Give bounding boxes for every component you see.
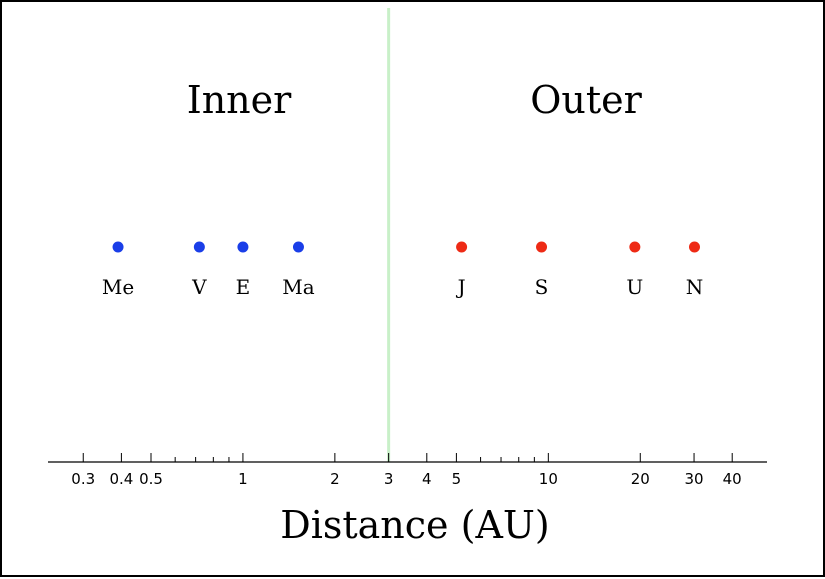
outer-group-label: Outer <box>530 78 642 122</box>
planet-label-ma: Ma <box>282 275 314 299</box>
x-axis-title: Distance (AU) <box>280 503 550 547</box>
planet-label-me: Me <box>102 275 134 299</box>
x-tick-label: 0.4 <box>109 470 133 488</box>
x-tick-label: 1 <box>238 470 248 488</box>
x-tick-label: 0.3 <box>71 470 95 488</box>
planet-label-j: J <box>456 275 466 299</box>
planet-point-n <box>688 241 700 253</box>
x-tick-label: 20 <box>631 470 650 488</box>
planet-label-n: N <box>686 275 704 299</box>
planet-label-e: E <box>236 275 251 299</box>
planet-point-e <box>237 241 249 253</box>
x-tick-label: 2 <box>330 470 340 488</box>
planet-point-v <box>193 241 205 253</box>
planet-point-me <box>112 241 124 253</box>
x-tick-label: 3 <box>384 470 394 488</box>
x-tick-label: 0.5 <box>139 470 163 488</box>
x-tick-label: 10 <box>539 470 558 488</box>
planet-point-u <box>629 241 641 253</box>
planet-label-u: U <box>626 275 643 299</box>
planet-point-ma <box>292 241 304 253</box>
planet-points: Me V E Ma J S U N <box>102 241 704 299</box>
inner-group-label: Inner <box>187 78 292 122</box>
planet-point-j <box>456 241 468 253</box>
planet-label-v: V <box>191 275 207 299</box>
x-tick-label: 5 <box>452 470 462 488</box>
planet-label-s: S <box>535 275 549 299</box>
x-tick-label: 40 <box>723 470 742 488</box>
x-tick-label: 4 <box>422 470 432 488</box>
x-axis: 0.3 0.4 0.5 1 2 3 4 5 10 20 30 40 <box>48 453 767 488</box>
x-tick-label: 30 <box>684 470 703 488</box>
planet-point-s <box>536 241 548 253</box>
